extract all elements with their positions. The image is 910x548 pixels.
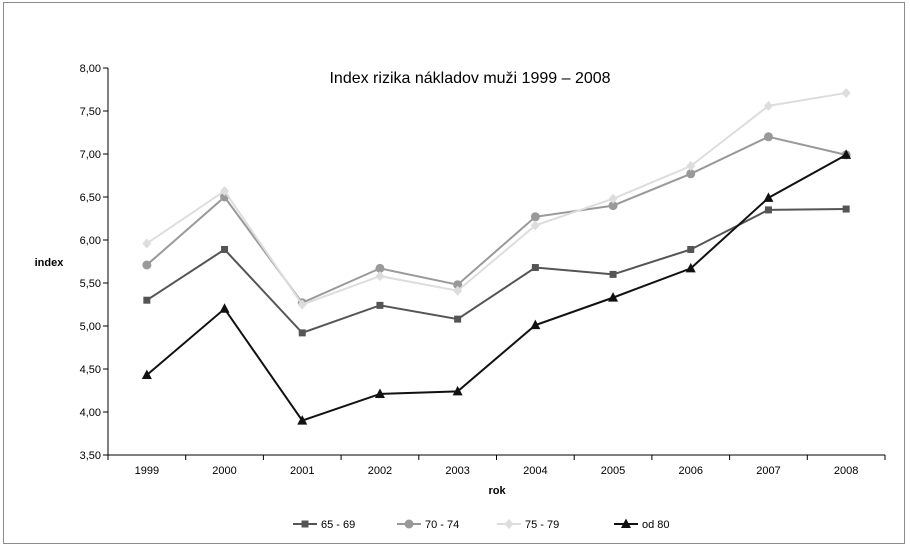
data-point — [297, 415, 308, 425]
data-point — [374, 388, 385, 398]
x-tick-label: 2002 — [368, 465, 392, 477]
data-point — [530, 319, 541, 330]
data-point — [453, 280, 463, 290]
legend-label: 75 - 79 — [525, 519, 559, 531]
y-tick-label: 4,50 — [80, 364, 101, 376]
y-tick-label: 4,00 — [80, 407, 101, 419]
x-tick-label: 2000 — [212, 465, 236, 477]
data-point — [453, 285, 463, 296]
legend-label: od 80 — [642, 519, 670, 531]
data-point — [763, 132, 773, 142]
y-tick-label: 7,00 — [80, 149, 101, 161]
data-point — [220, 185, 230, 196]
data-point — [608, 292, 619, 302]
data-point — [763, 100, 773, 111]
data-point — [764, 206, 772, 214]
legend: 65 - 69 70 - 74 75 - 79 od 80 — [293, 518, 670, 531]
series-line — [146, 91, 847, 306]
y-tick-label: 6,50 — [80, 192, 101, 204]
legend-label: 65 - 69 — [321, 519, 355, 531]
data-point — [297, 299, 307, 310]
data-point — [687, 245, 695, 253]
legend-marker — [301, 520, 309, 528]
legend-item: 75 - 79 — [497, 519, 559, 531]
data-point — [298, 329, 306, 337]
data-point — [609, 270, 617, 278]
data-point — [454, 315, 462, 323]
data-point — [530, 212, 540, 222]
data-point — [142, 260, 152, 270]
series-1 — [143, 205, 850, 337]
y-tick-label: 7,50 — [80, 106, 101, 118]
legend-item: 65 - 69 — [293, 519, 355, 531]
data-point — [141, 369, 152, 380]
y-tick-label: 3,50 — [80, 450, 101, 462]
data-point — [531, 264, 539, 272]
chart-frame — [3, 2, 905, 544]
x-tick-label: 1999 — [135, 465, 159, 477]
data-point — [452, 385, 463, 396]
x-tick-label: 2005 — [601, 465, 625, 477]
series-line — [146, 208, 847, 335]
data-point — [608, 201, 618, 211]
legend-label: 70 - 74 — [425, 519, 459, 531]
series-4 — [141, 149, 852, 425]
y-tick-label: 8,00 — [80, 63, 101, 75]
series-layer — [141, 87, 852, 425]
data-point — [375, 271, 385, 282]
x-axis-title: rok — [488, 485, 506, 497]
data-point — [376, 301, 384, 309]
data-point — [375, 263, 385, 273]
data-point — [221, 245, 229, 253]
data-point — [763, 192, 774, 202]
y-tick-label: 6,00 — [80, 235, 101, 247]
axes: 3,50 4,00 4,50 5,00 5,50 6,00 6,50 7,00 7,50 8,00… — [80, 63, 886, 477]
data-point — [142, 238, 152, 249]
x-tick-label: 2007 — [756, 465, 780, 477]
data-point — [219, 303, 230, 313]
data-point — [842, 205, 850, 213]
data-point — [685, 262, 696, 273]
legend-item: 70 - 74 — [397, 519, 459, 531]
y-tick-label: 5,50 — [80, 278, 101, 290]
data-point — [608, 193, 618, 204]
legend-marker — [621, 518, 631, 528]
legend-marker — [404, 519, 414, 529]
data-point — [841, 87, 851, 98]
x-tick-label: 2006 — [679, 465, 703, 477]
x-tick-label: 2008 — [834, 465, 858, 477]
x-tick-label: 2003 — [445, 465, 469, 477]
series-3 — [142, 87, 851, 310]
x-tick-label: 2001 — [290, 465, 314, 477]
legend-item: od 80 — [614, 518, 670, 531]
y-axis-title: index — [35, 257, 65, 269]
series-line — [146, 153, 847, 422]
data-point — [530, 220, 540, 231]
legend-marker — [504, 519, 514, 529]
x-tick-label: 2004 — [523, 465, 547, 477]
chart-title: Index rizika nákladov muži 1999 – 2008 — [329, 70, 610, 87]
data-point — [686, 161, 696, 172]
y-tick-label: 5,00 — [80, 321, 101, 333]
data-point — [686, 169, 696, 179]
data-point — [143, 296, 151, 304]
data-point — [841, 149, 852, 159]
series-line — [146, 135, 847, 305]
